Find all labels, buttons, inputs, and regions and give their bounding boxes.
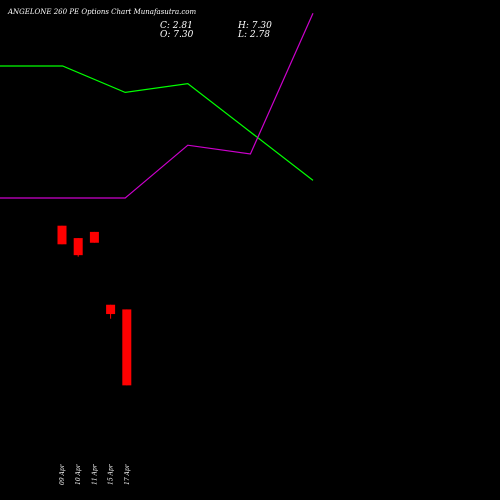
candle-10-apr: [73, 238, 83, 257]
x-tick-label: 17 Apr: [124, 463, 131, 485]
close-readout: C: 2.81: [160, 21, 193, 31]
moving-average-magenta: [0, 12, 314, 199]
x-tick-label: 09 Apr: [59, 463, 66, 485]
high-readout: H: 7.30: [237, 21, 272, 31]
low-readout: L: 2.78: [237, 30, 270, 40]
chart-title: ANGELONE 260 PE Options Chart Munafasutr…: [7, 8, 197, 16]
candle-17-apr: [122, 309, 132, 386]
moving-average-green: [0, 65, 314, 181]
candle-11-apr: [89, 231, 99, 243]
x-tick-label: 11 Apr: [91, 463, 98, 485]
candle-body: [106, 304, 116, 315]
candle-body: [73, 238, 83, 256]
candle-body: [89, 231, 99, 243]
candles: [57, 225, 132, 386]
indicator-lines: [0, 12, 314, 199]
open-readout: O: 7.30: [160, 30, 194, 40]
candle-body: [57, 225, 67, 245]
candle-09-apr: [57, 225, 67, 245]
candle-body: [122, 309, 132, 386]
candle-15-apr: [106, 304, 116, 319]
x-tick-label: 15 Apr: [108, 463, 115, 485]
x-axis-ticks: 09 Apr 10 Apr 11 Apr 15 Apr 17 Apr: [59, 463, 131, 485]
x-tick-label: 10 Apr: [75, 463, 82, 485]
